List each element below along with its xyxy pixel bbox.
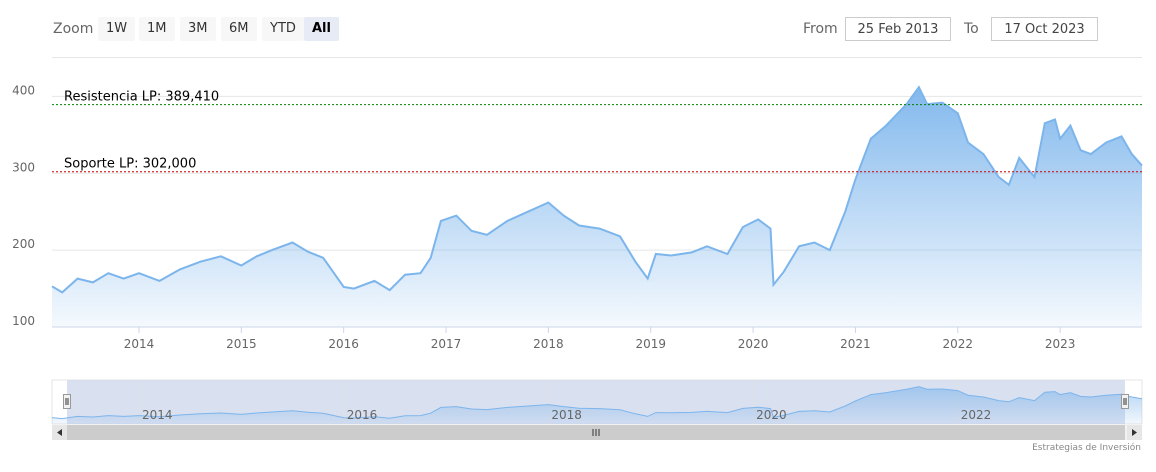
x-tick-label: 2018 — [533, 337, 564, 351]
zoom-1w-button[interactable]: 1W — [98, 17, 136, 41]
zoom-6m-button[interactable]: 6M — [221, 17, 257, 41]
from-date-input[interactable]: 25 Feb 2013 — [845, 17, 951, 41]
to-date-input[interactable]: 17 Oct 2023 — [991, 17, 1098, 41]
x-tick-label: 2016 — [328, 337, 359, 351]
arrow-left-icon — [57, 429, 62, 436]
zoom-label: Zoom — [53, 21, 94, 37]
y-tick-label: 100 — [12, 314, 35, 328]
plot-line-label: Soporte LP: 302,000 — [64, 157, 196, 172]
price-area — [52, 87, 1142, 327]
zoom-all-button[interactable]: All — [304, 17, 339, 41]
navigator-tick-label: 2018 — [551, 408, 582, 422]
x-axis: 2014 2015 2016 2017 2018 2019 2020 2021 2022 2023 — [124, 327, 1076, 351]
x-tick-label: 2020 — [738, 337, 769, 351]
x-tick-label: 2017 — [431, 337, 462, 351]
navigator-tick-label: 2014 — [142, 408, 173, 422]
credit-text: Estrategias de Inversión — [1032, 443, 1141, 453]
x-tick-label: 2022 — [943, 337, 974, 351]
scrollbar[interactable] — [52, 425, 1142, 440]
navigator-series-area — [52, 386, 1142, 424]
navigator-tick-label: 2022 — [961, 408, 992, 422]
navigator-right-handle[interactable] — [1121, 394, 1129, 409]
navigator[interactable]: 2014 2016 2018 2020 2022 — [51, 379, 1143, 425]
zoom-ytd-button[interactable]: YTD — [262, 17, 304, 41]
price-line — [51, 85, 1143, 294]
scrollbar-grip-icon — [592, 429, 600, 436]
plot-lines: Resistencia LP: 389,410 Soporte LP: 302,0… — [52, 90, 1142, 173]
navigator-tick-label: 2020 — [756, 408, 787, 422]
navigator-series-line — [51, 386, 1143, 420]
from-label: From — [803, 21, 838, 37]
x-tick-label: 2015 — [226, 337, 257, 351]
range-selector: Zoom 1W 1M 3M 6M YTD All From 25 Feb 201… — [0, 0, 1156, 58]
x-tick-label: 2023 — [1045, 337, 1076, 351]
x-tick-label: 2021 — [840, 337, 871, 351]
x-tick-label: 2019 — [635, 337, 666, 351]
navigator-left-handle[interactable] — [63, 394, 71, 409]
y-axis: 100 200 300 400 — [12, 83, 35, 328]
navigator-ticks: 2014 2016 2018 2020 2022 — [142, 408, 991, 422]
plot-line-label: Resistencia LP: 389,410 — [64, 90, 219, 105]
toolbar-divider — [52, 57, 1142, 58]
y-tick-label: 300 — [12, 160, 35, 174]
zoom-3m-button[interactable]: 3M — [180, 17, 216, 41]
x-tick-label: 2014 — [124, 337, 155, 351]
to-label: To — [964, 21, 979, 37]
y-tick-label: 400 — [12, 83, 35, 97]
zoom-1m-button[interactable]: 1M — [139, 17, 175, 41]
navigator-tick-label: 2016 — [347, 408, 378, 422]
arrow-right-icon — [1132, 429, 1137, 436]
y-tick-label: 200 — [12, 237, 35, 251]
